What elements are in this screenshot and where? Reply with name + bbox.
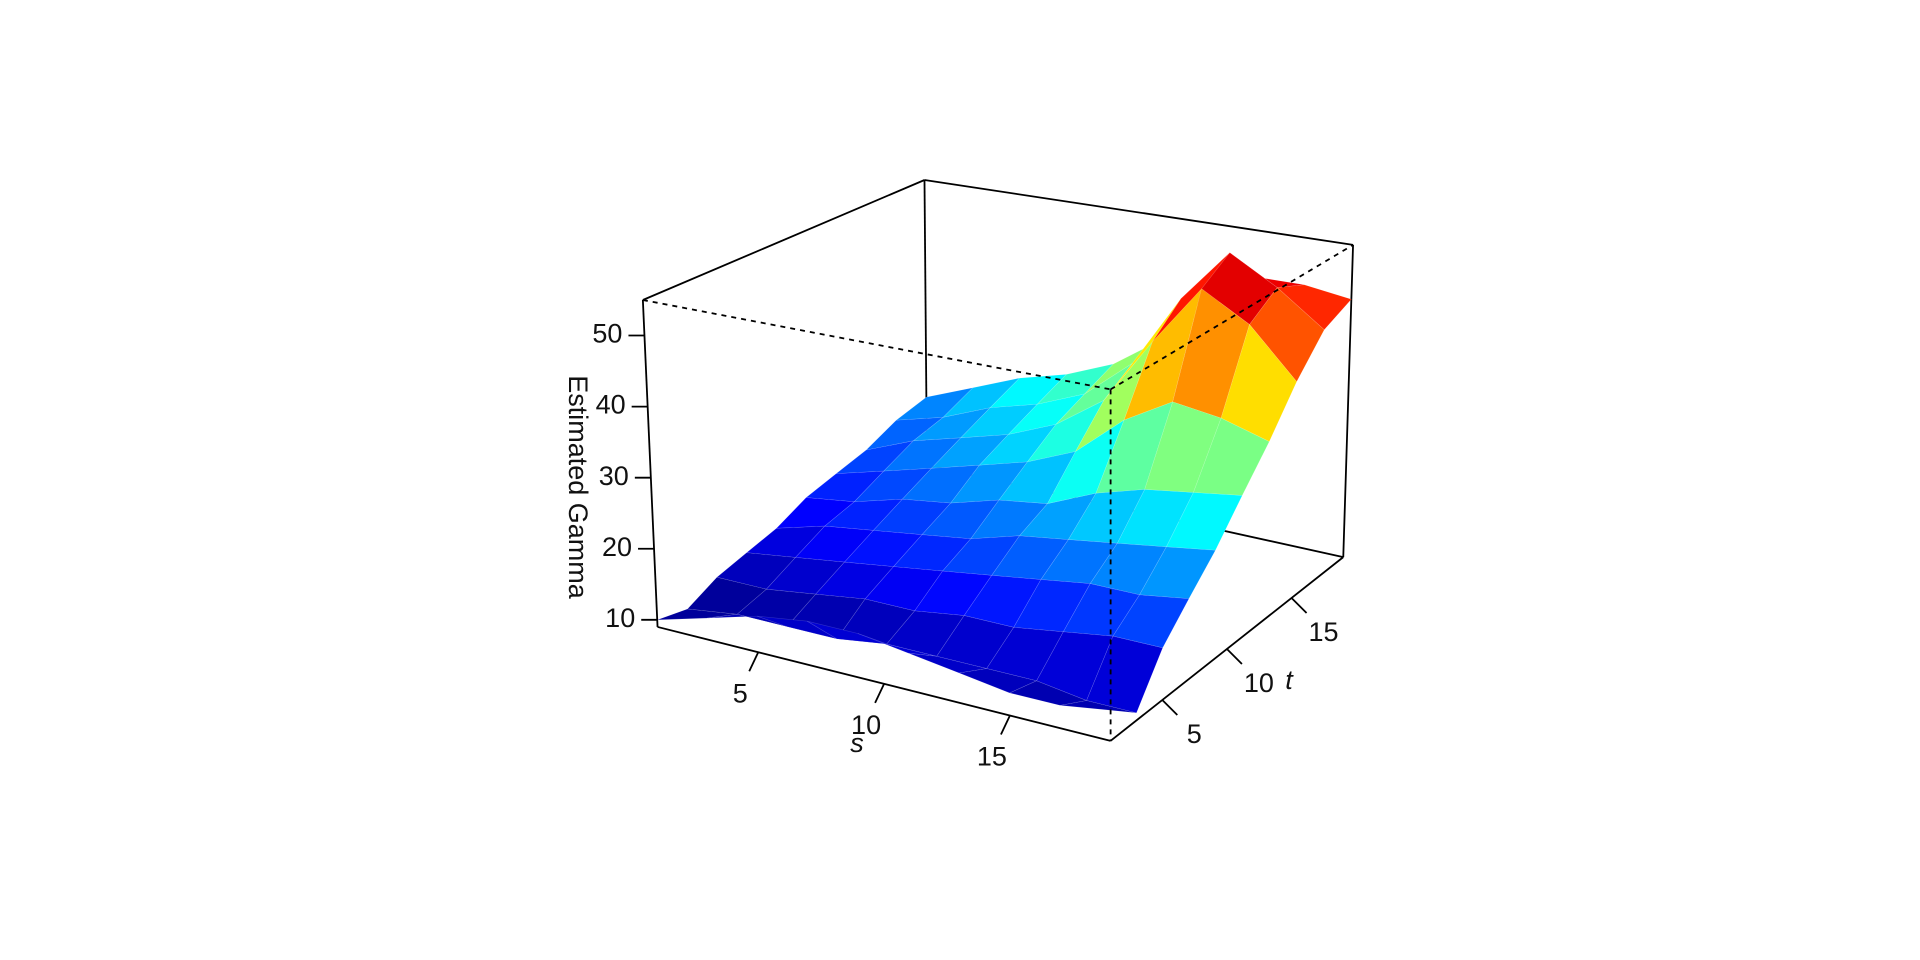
y-tick <box>1161 699 1178 716</box>
surface-facet <box>1220 323 1298 442</box>
y-tick-label: 5 <box>1187 719 1202 749</box>
z-tick-label: 10 <box>605 603 635 633</box>
z-tick-label: 30 <box>599 461 629 491</box>
z-tick-label: 50 <box>592 319 622 349</box>
box-edge <box>641 299 659 627</box>
x-axis-label: s <box>850 728 864 758</box>
y-tick <box>1226 648 1243 665</box>
surface-facet <box>1139 546 1216 599</box>
z-axis-label: Estimated Gamma <box>563 375 593 600</box>
y-tick-label: 15 <box>1309 617 1339 647</box>
box-edge-hidden <box>642 299 1111 391</box>
x-tick <box>1000 715 1011 735</box>
surface-facet <box>1165 492 1243 551</box>
z-tick-label: 20 <box>602 532 632 562</box>
x-tick-label: 10 <box>851 710 881 740</box>
surface-facet <box>1193 417 1270 496</box>
box-edge <box>1342 244 1354 558</box>
x-tick <box>748 651 760 672</box>
y-tick <box>1290 597 1308 614</box>
surface <box>657 252 1352 714</box>
surface-facet <box>1086 635 1164 714</box>
x-tick <box>874 683 885 704</box>
surface-facet <box>1112 594 1190 649</box>
surface-facet <box>1276 284 1352 331</box>
y-tick-label: 10 <box>1244 668 1274 698</box>
x-tick-label: 15 <box>977 742 1007 772</box>
surface-facet <box>1060 700 1137 714</box>
x-tick-label: 5 <box>733 678 748 708</box>
box-edge <box>657 626 1111 742</box>
y-axis-label: t <box>1285 665 1294 695</box>
box-edge <box>924 179 1354 246</box>
box-edge <box>642 179 925 301</box>
z-tick-label: 40 <box>596 390 626 420</box>
box-edge-hidden <box>1110 244 1354 391</box>
